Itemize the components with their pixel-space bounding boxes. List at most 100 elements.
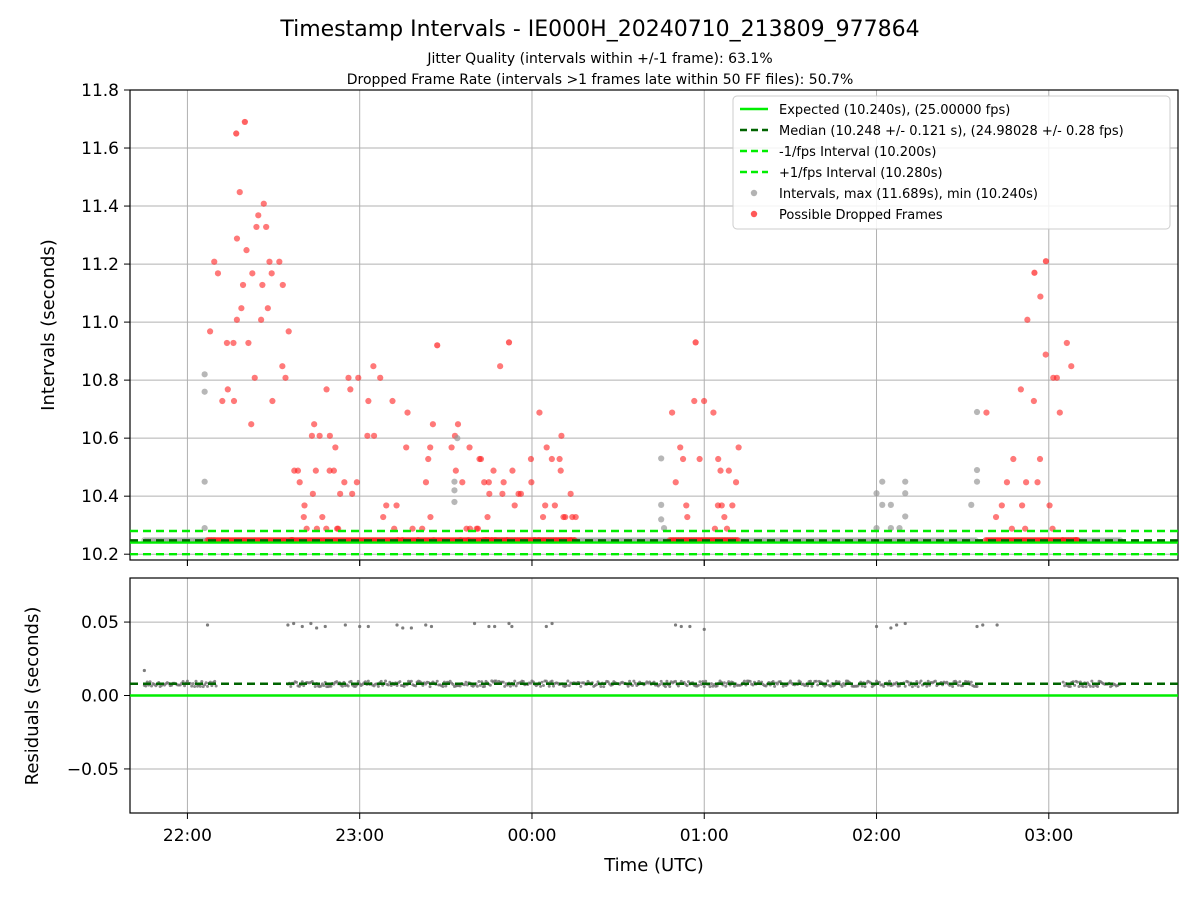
interval-point <box>451 498 458 506</box>
residual-point <box>150 684 154 688</box>
residual-point <box>529 681 533 685</box>
legend-expected-label: Expected (10.240s), (25.00000 fps) <box>779 103 1010 118</box>
residual-point <box>704 679 708 683</box>
residual-point <box>751 683 755 687</box>
residual-point <box>395 623 399 627</box>
dropped-frame-point <box>253 223 260 231</box>
residual-point <box>483 684 487 688</box>
interval-point <box>201 371 208 378</box>
dropped-frame-point <box>679 455 687 463</box>
residual-point <box>313 684 317 688</box>
residual-point <box>451 682 455 686</box>
residual-point <box>552 684 556 688</box>
residual-point <box>493 624 497 629</box>
interval-point <box>973 408 981 416</box>
dropped-frame-point <box>249 270 256 277</box>
residual-point <box>1061 680 1065 684</box>
residual-point <box>806 684 810 688</box>
residual-point <box>1090 679 1094 683</box>
chart-subtitle-jitter: Jitter Quality (intervals within +/-1 fr… <box>426 51 772 67</box>
dropped-frame-point <box>319 513 326 521</box>
dropped-frame-point <box>403 444 410 451</box>
dropped-frame-point <box>1024 316 1031 323</box>
residual-point <box>910 685 914 689</box>
dropped-frame-point <box>347 386 354 393</box>
interval-point <box>896 524 903 532</box>
residual-point <box>1088 684 1092 688</box>
residual-point <box>874 624 879 629</box>
dropped-frame-point <box>309 490 316 497</box>
dropped-frame-point <box>701 397 708 405</box>
dropped-frame-point <box>1003 479 1011 486</box>
dropped-frame-point <box>459 479 466 486</box>
intervals-plot-frame <box>129 89 1179 561</box>
dropped-frame-point <box>233 316 240 323</box>
residual-point <box>213 679 217 683</box>
residual-point <box>550 621 554 626</box>
residual-point <box>722 681 726 685</box>
residual-point <box>346 684 350 688</box>
dropped-frame-point <box>684 513 691 521</box>
residual-point <box>181 679 185 683</box>
residual-point <box>686 680 690 684</box>
residual-point <box>547 684 551 688</box>
intervals-y-tick-label: 10.8 <box>81 371 119 391</box>
residual-point <box>951 684 955 688</box>
dropped-frame-point <box>490 467 497 474</box>
residual-point <box>816 683 820 687</box>
x-tick-label: 03:00 <box>1024 826 1073 846</box>
legend-intervals-marker <box>750 189 758 197</box>
residual-point <box>599 685 603 689</box>
residual-point <box>206 684 210 688</box>
intervals-y-axis-label: Intervals (seconds) <box>38 239 59 411</box>
residual-point <box>658 683 662 687</box>
residual-point <box>501 680 505 684</box>
interval-point <box>658 501 665 508</box>
dropped-frame-point <box>452 467 459 474</box>
dropped-frame-point <box>572 513 579 521</box>
interval-point <box>887 501 894 508</box>
dropped-frame-point <box>1042 351 1049 358</box>
residual-point <box>205 623 210 627</box>
dropped-frame-point <box>326 432 333 439</box>
interval-point <box>873 524 880 532</box>
dropped-frame-point <box>477 455 485 463</box>
dropped-frame-point <box>484 513 491 521</box>
dropped-frame-point <box>691 397 698 405</box>
residual-point <box>673 623 678 627</box>
dropped-frame-point <box>248 421 255 428</box>
residual-point <box>919 679 923 683</box>
residual-point <box>508 684 512 688</box>
dropped-frame-point <box>323 386 330 393</box>
dropped-frame-point <box>341 479 348 486</box>
dropped-frame-point <box>721 513 728 521</box>
residual-point <box>204 681 208 685</box>
dropped-frame-point <box>499 490 506 497</box>
dropped-frame-point <box>259 281 266 289</box>
dropped-frame-point <box>539 513 547 521</box>
residual-point <box>514 684 518 688</box>
interval-point <box>660 524 668 532</box>
residual-point <box>1063 684 1067 688</box>
residual-point <box>322 683 326 687</box>
dropped-frame-point <box>1019 502 1026 509</box>
dropped-frame-point <box>355 374 362 381</box>
residual-point <box>915 680 919 684</box>
residual-point <box>685 684 689 688</box>
residual-point <box>464 680 468 684</box>
residual-point <box>628 679 632 683</box>
residual-point <box>688 624 692 629</box>
dropped-frame-point <box>370 432 378 439</box>
residuals-y-tick-label: 0.05 <box>81 613 119 633</box>
residual-point <box>771 680 775 684</box>
dropped-frame-point <box>427 444 434 451</box>
dropped-frame-point <box>268 270 275 277</box>
residual-point <box>1084 685 1088 689</box>
dropped-frame-point <box>511 502 518 509</box>
dropped-frame-point <box>672 479 679 486</box>
dropped-frame-point <box>1056 409 1063 416</box>
residual-point <box>386 683 390 687</box>
residual-point <box>906 680 910 684</box>
dropped-frame-point <box>454 421 462 428</box>
residual-point <box>808 679 812 683</box>
